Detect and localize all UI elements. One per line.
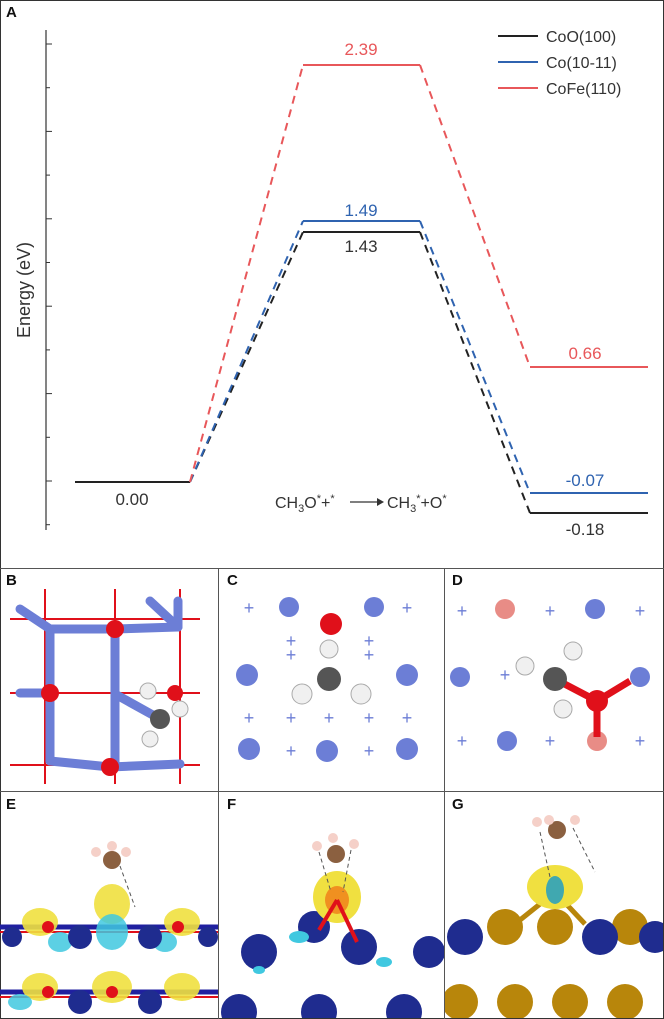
reaction-products: CH3*+O* <box>387 493 447 515</box>
energy-profile-chart: Energy (eV) 0.00 1.43 -0.18 1.49 -0.07 2.39 0.6… <box>14 29 648 539</box>
panel-label-f: F <box>227 796 237 813</box>
svg-text:+: + <box>286 708 297 728</box>
svg-text:+: + <box>545 731 556 751</box>
data-label: 1.43 <box>344 237 377 256</box>
panel-g-charge-density <box>445 792 663 1018</box>
connector <box>189 220 304 483</box>
panel-label-d: D <box>452 572 463 589</box>
svg-text:+: + <box>635 601 646 621</box>
reaction-equation: CH3O*+* <box>275 493 335 515</box>
data-label: 1.49 <box>344 201 377 220</box>
panel-d-structure: + + + + + + + <box>445 569 663 791</box>
data-label: 0.00 <box>115 490 148 509</box>
svg-text:+: + <box>286 645 297 665</box>
connector <box>189 64 304 483</box>
panel-label-e: E <box>6 796 17 813</box>
connector <box>419 231 531 514</box>
svg-text:+: + <box>545 601 556 621</box>
panel-label-b: B <box>6 572 17 589</box>
svg-text:+: + <box>500 665 511 685</box>
svg-text:+: + <box>364 708 375 728</box>
panel-label-a: A <box>6 4 17 21</box>
svg-text:+: + <box>244 598 255 618</box>
connector <box>419 64 531 368</box>
divider <box>0 568 664 569</box>
y-axis-label: Energy (eV) <box>14 242 34 338</box>
divider <box>0 791 664 792</box>
svg-text:+: + <box>286 741 297 761</box>
svg-text:+: + <box>364 645 375 665</box>
panel-label-c: C <box>227 572 238 589</box>
reaction-arrow-head <box>377 498 384 506</box>
data-label: 2.39 <box>344 40 377 59</box>
svg-text:+: + <box>402 598 413 618</box>
divider <box>444 568 445 1019</box>
data-label: -0.07 <box>566 471 605 490</box>
data-label: 0.66 <box>568 344 601 363</box>
svg-text:+: + <box>457 601 468 621</box>
svg-text:+: + <box>364 631 375 651</box>
panel-c-structure: + + + + + + + + + + + + + <box>219 569 444 791</box>
svg-text:+: + <box>324 708 335 728</box>
legend-entry: Co(10-11) <box>546 55 617 72</box>
divider <box>218 568 219 1019</box>
svg-text:+: + <box>364 741 375 761</box>
connector <box>189 231 304 483</box>
connector <box>419 220 531 494</box>
panel-b-structure <box>0 569 218 791</box>
legend-entry: CoO(100) <box>546 29 616 46</box>
svg-text:+: + <box>402 708 413 728</box>
panel-label-g: G <box>452 796 464 813</box>
panel-f-charge-density <box>219 792 444 1018</box>
legend-entry: CoFe(110) <box>546 81 621 98</box>
svg-text:+: + <box>635 731 646 751</box>
panel-e-charge-density <box>0 792 218 1018</box>
data-label: -0.18 <box>566 520 605 539</box>
svg-text:+: + <box>457 731 468 751</box>
svg-text:+: + <box>286 631 297 651</box>
svg-text:+: + <box>244 708 255 728</box>
